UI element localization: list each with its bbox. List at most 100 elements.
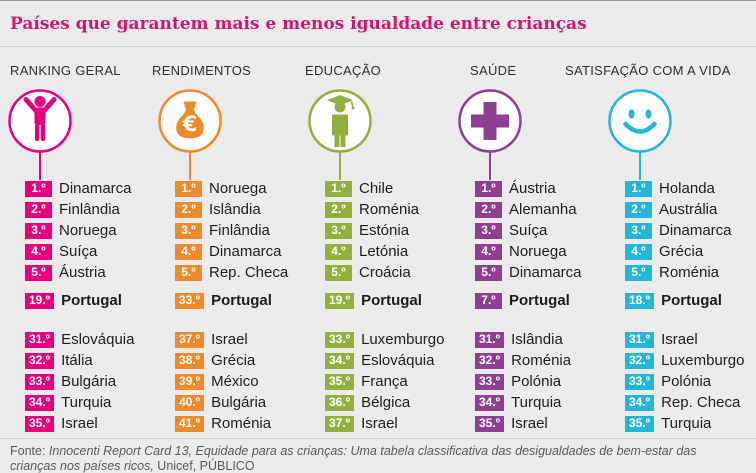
- ranking-row: 33.º Polónia: [450, 371, 600, 392]
- rank-badge: 37.º: [175, 331, 205, 348]
- rank-badge: 2.º: [25, 201, 52, 218]
- ranking-row: 5.º Roménia: [600, 262, 756, 283]
- rank-badge: 36.º: [325, 394, 355, 411]
- country-name: Bélgica: [361, 394, 411, 411]
- rank-badge: 3.º: [175, 222, 202, 239]
- rank-badge: 37.º: [325, 415, 355, 432]
- ranking-row: 3.º Suíça: [450, 220, 600, 241]
- ranking-column: RANKING GERAL 1.º Dinamarca 2.º Finlândi…: [0, 47, 150, 438]
- ranking-row: 2.º Roménia: [300, 199, 450, 220]
- ranking-row: 2.º Islândia: [150, 199, 300, 220]
- rank-badge: 19.º: [25, 292, 55, 309]
- rank-badge: 4.º: [175, 243, 202, 260]
- rank-badge: 1.º: [475, 180, 502, 197]
- ranking-row: 1.º Dinamarca: [0, 178, 150, 199]
- rank-badge: 33.º: [475, 373, 505, 390]
- ranking-row: 19.º Portugal: [0, 290, 150, 311]
- ranking-row: 37.º Israel: [150, 329, 300, 350]
- rank-badge: 2.º: [475, 201, 502, 218]
- rank-badge: 38.º: [175, 352, 205, 369]
- country-name: México: [211, 373, 259, 390]
- bottom5-list: 31.º Israel 32.º Luxemburgo 33.º Polónia…: [600, 329, 756, 434]
- country-name: Turquia: [61, 394, 112, 411]
- country-name: Rep. Checa: [209, 264, 289, 281]
- country-name: Bulgária: [211, 394, 267, 411]
- top5-list: 1.º Noruega 2.º Islândia 3.º Finlândia 4…: [150, 178, 300, 283]
- graduate-icon: [308, 89, 372, 153]
- country-name: Noruega: [209, 180, 267, 197]
- medical-cross-icon: [458, 89, 522, 153]
- ranking-row: 32.º Itália: [0, 350, 150, 371]
- money-bag-euro-icon: €: [158, 89, 222, 153]
- ranking-row: 1.º Noruega: [150, 178, 300, 199]
- ranking-row: 2.º Finlândia: [0, 199, 150, 220]
- rank-badge: 34.º: [325, 352, 355, 369]
- rank-badge: 7.º: [475, 292, 502, 309]
- country-name: Polónia: [661, 373, 712, 390]
- country-name: Alemanha: [509, 201, 577, 218]
- country-name: Israel: [361, 415, 398, 432]
- rank-badge: 1.º: [625, 180, 652, 197]
- country-name: Grécia: [211, 352, 256, 369]
- footer-source-title: Innocenti Report Card 13, Equidade para …: [10, 444, 697, 473]
- ranking-row: 18.º Portugal: [600, 290, 756, 311]
- top5-list: 1.º Dinamarca 2.º Finlândia 3.º Noruega …: [0, 178, 150, 283]
- ranking-row: 33.º Portugal: [150, 290, 300, 311]
- rank-badge: 33.º: [175, 292, 205, 309]
- ranking-row: 19.º Portugal: [300, 290, 450, 311]
- portugal-highlight: 19.º Portugal: [300, 290, 450, 311]
- top5-list: 1.º Chile 2.º Roménia 3.º Estónia 4.º Le…: [300, 178, 450, 283]
- ranking-row: 3.º Dinamarca: [600, 220, 756, 241]
- rank-badge: 31.º: [475, 331, 505, 348]
- connector-line: [339, 151, 341, 180]
- column-header: EDUCAÇÃO: [305, 63, 382, 78]
- ranking-row: 4.º Dinamarca: [150, 241, 300, 262]
- bottom5-list: 37.º Israel 38.º Grécia 39.º México 40.º…: [150, 329, 300, 434]
- ranking-row: 2.º Austrália: [600, 199, 756, 220]
- country-name: Portugal: [61, 292, 122, 309]
- ranking-row: 33.º Polónia: [600, 371, 756, 392]
- ranking-row: 41.º Roménia: [150, 413, 300, 434]
- country-name: Islândia: [209, 201, 261, 218]
- rank-badge: 18.º: [625, 292, 655, 309]
- ranking-row: 2.º Alemanha: [450, 199, 600, 220]
- ranking-row: 3.º Finlândia: [150, 220, 300, 241]
- country-name: Portugal: [211, 292, 272, 309]
- rank-badge: 32.º: [475, 352, 505, 369]
- title-divider: [0, 46, 756, 47]
- country-name: Israel: [511, 415, 548, 432]
- country-name: Luxemburgo: [661, 352, 745, 369]
- rank-badge: 1.º: [175, 180, 202, 197]
- ranking-row: 34.º Rep. Checa: [600, 392, 756, 413]
- country-name: França: [361, 373, 408, 390]
- smiley-face-icon: [608, 89, 672, 153]
- rank-badge: 2.º: [625, 201, 652, 218]
- ranking-row: 40.º Bulgária: [150, 392, 300, 413]
- ranking-row: 33.º Luxemburgo: [300, 329, 450, 350]
- rank-badge: 4.º: [625, 243, 652, 260]
- rank-badge: 41.º: [175, 415, 205, 432]
- ranking-row: 5.º Rep. Checa: [150, 262, 300, 283]
- rank-badge: 33.º: [625, 373, 655, 390]
- ranking-row: 1.º Holanda: [600, 178, 756, 199]
- rank-badge: 35.º: [325, 373, 355, 390]
- bottom5-list: 33.º Luxemburgo 34.º Eslováquia 35.º Fra…: [300, 329, 450, 434]
- country-name: Dinamarca: [509, 264, 582, 281]
- ranking-row: 31.º Eslováquia: [0, 329, 150, 350]
- rank-badge: 2.º: [325, 201, 352, 218]
- country-name: Estónia: [359, 222, 410, 239]
- country-name: Portugal: [509, 292, 570, 309]
- ranking-row: 4.º Suíça: [0, 241, 150, 262]
- rank-badge: 32.º: [25, 352, 55, 369]
- rank-badge: 35.º: [475, 415, 505, 432]
- ranking-row: 3.º Estónia: [300, 220, 450, 241]
- country-name: Roménia: [211, 415, 272, 432]
- footer-source-label: Fonte:: [10, 444, 46, 458]
- rank-badge: 3.º: [625, 222, 652, 239]
- page-title: Países que garantem mais e menos igualda…: [10, 14, 587, 34]
- rank-badge: 5.º: [475, 264, 502, 281]
- country-name: Portugal: [661, 292, 722, 309]
- country-name: Roménia: [359, 201, 420, 218]
- ranking-row: 5.º Croácia: [300, 262, 450, 283]
